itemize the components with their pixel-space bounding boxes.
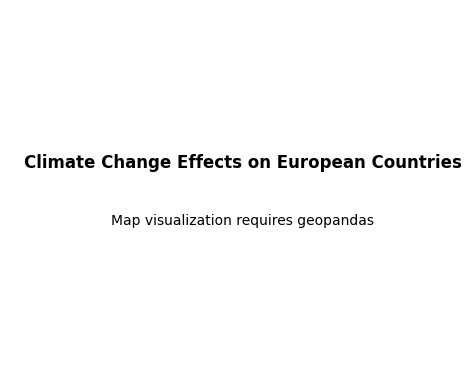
Text: Climate Change Effects on European Countries: Climate Change Effects on European Count… [24, 154, 462, 172]
Text: Map visualization requires geopandas: Map visualization requires geopandas [111, 214, 374, 228]
